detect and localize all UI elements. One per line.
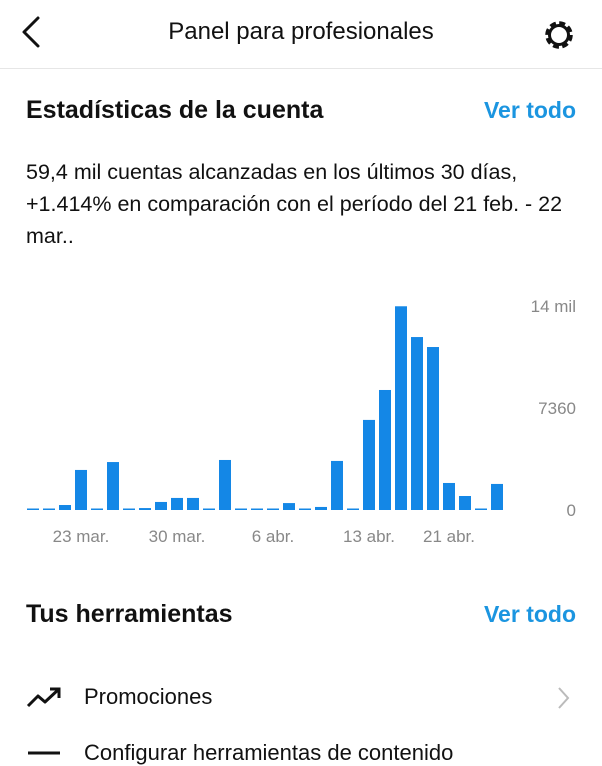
item-icon [28,751,60,755]
menu-item[interactable]: Configurar herramientas de contenido [84,740,454,765]
bar [379,389,391,510]
bar [251,508,263,510]
bar [43,508,55,510]
see-all-link[interactable]: Ver todo [483,601,576,627]
description: 59,4 mil cuentas alcanzadas en los últim… [26,160,563,248]
bar [187,497,199,510]
bar [235,508,247,510]
bar [363,419,375,510]
divider [0,68,602,69]
x-tick-label: 30 mar. [149,527,206,546]
bar [59,505,71,510]
bar [491,483,503,510]
trend-icon [26,687,61,708]
bar [27,508,39,510]
y-tick-label: 14 mil [531,297,576,316]
bar [203,508,215,510]
bar [315,506,327,510]
bar [331,460,343,510]
bar [219,459,231,510]
x-tick-label: 13 abr. [343,527,395,546]
bar [427,347,439,510]
bar [267,508,279,510]
bar [459,496,471,510]
see-all-link[interactable]: Ver todo [483,97,576,123]
section-title: Estadísticas de la cuenta [26,96,324,124]
bar [171,497,183,510]
bar [155,501,167,510]
settings-button[interactable] [540,16,578,54]
y-tick-label: 0 [567,501,576,520]
bar [123,508,135,510]
bar [443,482,455,510]
bar [395,306,407,510]
bar [139,508,151,510]
bar [75,469,87,510]
x-tick-label: 6 abr. [252,527,295,546]
x-tick-label: 23 mar. [53,527,110,546]
section-title: Tus herramientas [26,600,233,628]
back-button[interactable] [18,14,46,50]
bar [475,508,487,510]
bar [411,337,423,510]
header-title: Panel para profesionales [168,18,434,45]
bar [107,462,119,510]
bar [283,503,295,510]
x-tick-label: 21 abr. [423,527,475,546]
bar [347,508,359,510]
chevron [558,687,570,709]
bar [91,508,103,510]
y-tick-label: 7360 [538,399,576,418]
menu-item[interactable]: Promociones [84,684,213,709]
chart: 0 7360 14 mil 23 mar. 30 mar. 6 abr. 13 abr. 21… [27,297,576,546]
bar [299,508,311,510]
